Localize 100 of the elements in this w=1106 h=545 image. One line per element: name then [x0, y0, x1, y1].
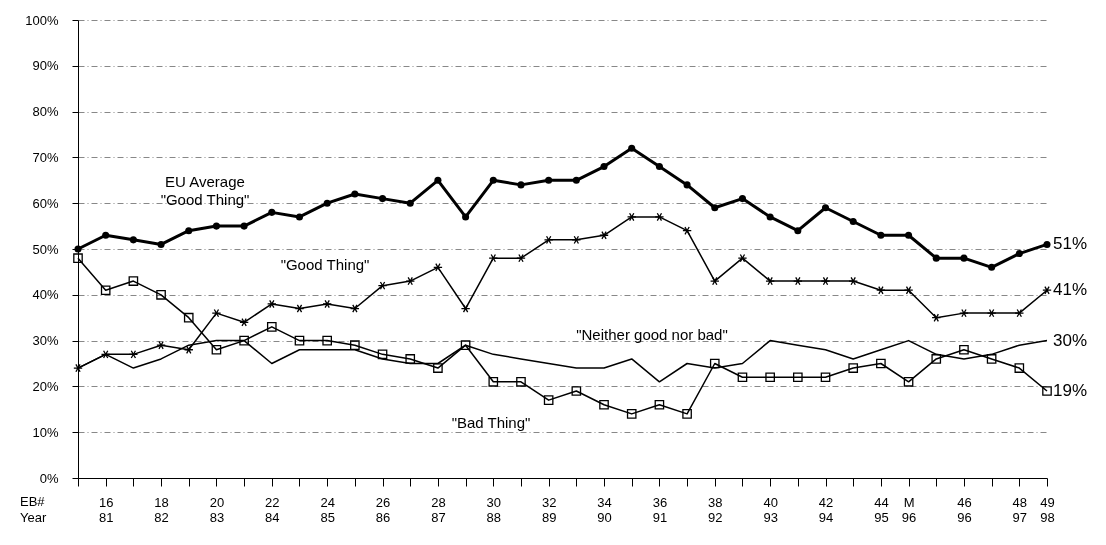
point — [433, 263, 443, 272]
point — [211, 344, 222, 355]
point — [462, 213, 470, 221]
point — [986, 308, 997, 318]
point — [295, 213, 304, 221]
point — [654, 399, 665, 410]
x-tick-label: 48 97 — [1012, 494, 1028, 525]
point — [240, 222, 248, 230]
point — [903, 376, 914, 387]
point — [294, 304, 305, 313]
point — [737, 253, 748, 263]
x-tick-label: 28 87 — [431, 494, 446, 525]
text: Year — [20, 510, 47, 525]
point — [821, 204, 830, 212]
data-label: 19% — [1053, 380, 1088, 400]
point — [682, 226, 692, 235]
point — [765, 276, 775, 286]
point — [212, 222, 220, 230]
point — [460, 340, 471, 351]
point — [572, 176, 580, 184]
point — [738, 195, 746, 203]
point — [517, 181, 525, 189]
point — [322, 335, 333, 346]
point — [932, 254, 940, 262]
data-label: 41% — [1053, 280, 1088, 300]
data-label: 30% — [1053, 330, 1088, 350]
data-label: 51% — [1053, 234, 1088, 254]
point — [183, 345, 194, 355]
point — [323, 199, 331, 207]
y-tick-label: 30% — [32, 333, 59, 349]
x-tick-label: 46 96 — [957, 494, 972, 525]
x-tick-label: 16 81 — [98, 494, 114, 525]
point — [183, 312, 194, 323]
point — [268, 208, 276, 216]
x-tick-label: M 96 — [901, 494, 917, 525]
point — [100, 285, 111, 296]
point — [488, 376, 499, 387]
point — [599, 230, 609, 240]
annotation: EU Average "Good Thing" — [160, 173, 250, 208]
point — [931, 313, 942, 322]
point — [848, 363, 859, 373]
point — [266, 322, 277, 332]
y-tick-label: 70% — [32, 149, 59, 165]
x-tick-label: 30 88 — [486, 494, 502, 525]
point — [74, 245, 82, 253]
point — [211, 308, 222, 318]
point — [294, 335, 305, 346]
x-tick-label: 24 85 — [320, 494, 335, 525]
x-tick-label: 44 95 — [874, 494, 889, 525]
point — [1014, 363, 1025, 373]
x-tick-label: 40 93 — [763, 494, 778, 525]
point — [156, 340, 166, 350]
point — [350, 304, 360, 313]
point — [406, 199, 414, 207]
x-tick-label: 36 91 — [652, 494, 668, 525]
point — [351, 190, 359, 198]
point — [102, 231, 110, 239]
point — [600, 163, 608, 171]
point — [794, 227, 802, 235]
point — [877, 231, 885, 239]
point — [960, 254, 968, 262]
point — [959, 344, 969, 355]
point — [711, 204, 719, 212]
y-tick-label: 50% — [32, 241, 59, 257]
point — [793, 276, 803, 286]
x-tick-label: 32 89 — [541, 494, 557, 525]
point — [903, 285, 914, 295]
point — [820, 276, 831, 286]
point — [988, 263, 996, 271]
point — [626, 212, 637, 222]
point — [848, 276, 859, 286]
point — [377, 349, 388, 360]
y-tick-label: 90% — [32, 58, 59, 74]
point — [599, 399, 609, 410]
point — [543, 395, 554, 405]
y-tick-label: 80% — [32, 104, 59, 120]
point — [185, 227, 193, 235]
point — [737, 372, 748, 383]
annotation: "Good Thing" — [280, 256, 370, 273]
annotation: "Neither good nor bad" — [576, 326, 728, 343]
x-tick-label: 26 86 — [375, 494, 391, 525]
point — [905, 231, 913, 239]
point — [931, 354, 942, 364]
point — [129, 236, 137, 244]
point — [626, 409, 637, 419]
point — [489, 176, 497, 184]
point — [1014, 308, 1025, 318]
point — [128, 276, 139, 286]
point — [239, 335, 249, 346]
point — [322, 299, 332, 309]
point — [571, 235, 582, 245]
y-tick-label: 60% — [32, 195, 59, 211]
point — [100, 350, 111, 359]
point — [986, 354, 997, 364]
x-tick-label: 22 84 — [265, 494, 280, 525]
point — [1042, 285, 1052, 295]
point — [545, 176, 553, 184]
y-tick-label: 10% — [32, 424, 59, 440]
x-tick-label: 38 92 — [708, 494, 723, 525]
x-tick-label: 34 90 — [597, 494, 612, 525]
